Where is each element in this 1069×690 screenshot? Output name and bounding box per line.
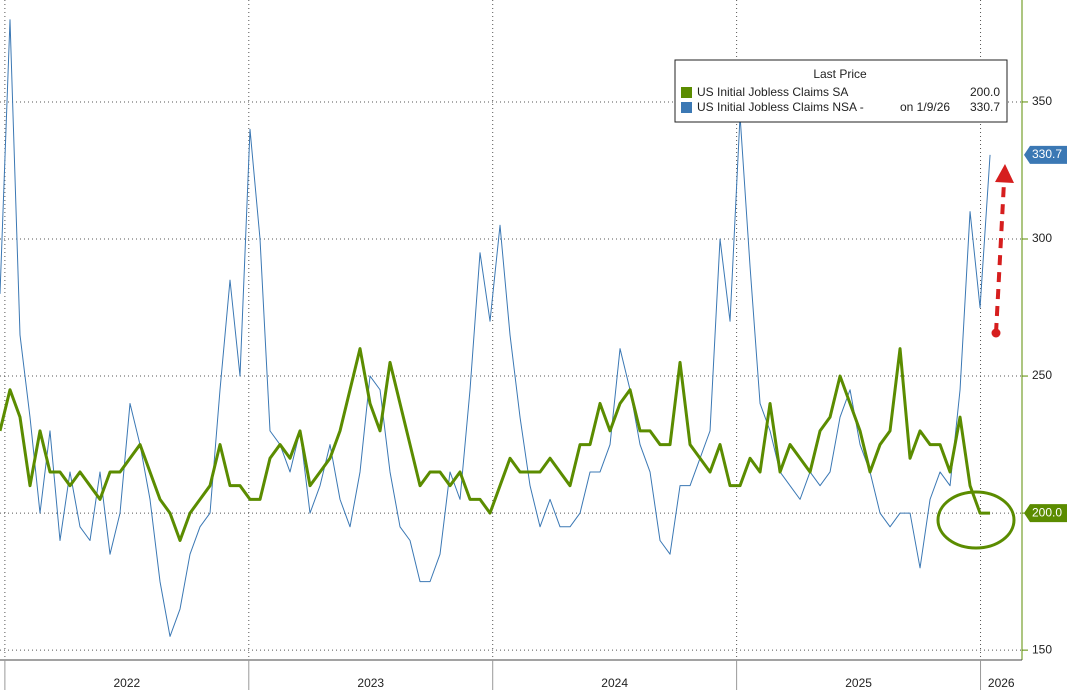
- legend-box: [674, 59, 1008, 123]
- x-tick-label: 2024: [601, 676, 628, 690]
- x-tick-label: 2022: [113, 676, 140, 690]
- y-tick-label: 150: [1032, 642, 1052, 656]
- legend-value: 200.0: [970, 85, 1000, 99]
- legend-note: on 1/9/26: [900, 100, 950, 114]
- legend-label: US Initial Jobless Claims NSA -: [697, 100, 864, 114]
- legend-label: US Initial Jobless Claims SA: [697, 85, 848, 99]
- series-line: [0, 347, 991, 542]
- arrow-head: [995, 164, 1014, 183]
- y-tick-label: 300: [1032, 231, 1052, 245]
- legend-value: 330.7: [970, 100, 1000, 114]
- lines: [0, 19, 991, 637]
- last-value-label: 200.0: [1032, 505, 1062, 519]
- legend-swatch: [681, 102, 692, 113]
- legend: Last Price US Initial Jobless Claims SA …: [674, 59, 1008, 123]
- x-tick-label: 2025: [845, 676, 872, 690]
- series-line: [0, 19, 991, 637]
- highlight-ellipse: [936, 490, 1016, 550]
- last-value-tag: [1024, 145, 1067, 164]
- last-value-tag: [1024, 504, 1067, 523]
- legend-swatch: [681, 87, 692, 98]
- x-tick-label: 2023: [357, 676, 384, 690]
- arrow-shaft: [994, 181, 1006, 334]
- last-value-label: 330.7: [1032, 147, 1062, 161]
- y-tick-label: 350: [1032, 94, 1052, 108]
- arrow-tail: [991, 328, 1001, 338]
- y-tick-label: 250: [1032, 368, 1052, 382]
- legend-title: Last Price: [813, 67, 867, 81]
- x-tick-label: 2026: [988, 676, 1015, 690]
